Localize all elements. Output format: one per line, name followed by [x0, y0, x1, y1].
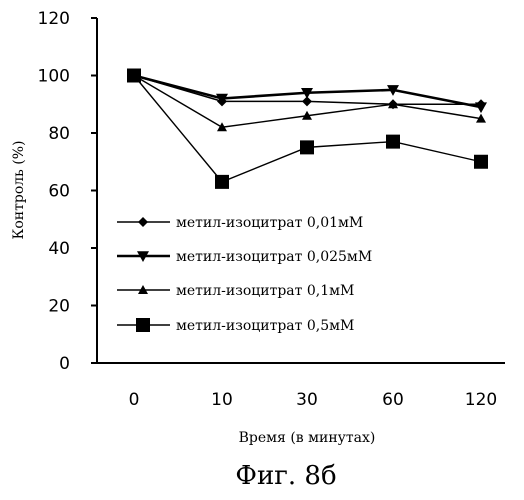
x-tick-label: 60	[382, 390, 404, 410]
x-tick-label: 10	[211, 390, 233, 410]
y-tick-label: 80	[48, 124, 70, 144]
data-point	[300, 140, 314, 154]
x-tick-label: 30	[296, 390, 318, 410]
y-tick-label: 100	[38, 67, 70, 87]
legend-label: метил-изоцитрат 0,1мМ	[176, 283, 354, 299]
x-tick-label: 0	[129, 390, 140, 410]
y-tick-label: 40	[48, 239, 70, 259]
legend-item: метил-изоцитрат 0,1мМ	[117, 283, 354, 299]
series-group	[127, 69, 488, 189]
legend-marker	[136, 318, 150, 332]
legend-label: метил-изоцитрат 0,025мМ	[176, 249, 372, 265]
tick-labels: 0 20 40 60 80 100 120 0 10 30 60 120	[38, 9, 498, 410]
y-tick-label: 60	[48, 182, 70, 202]
data-point	[474, 155, 488, 169]
data-point	[215, 175, 229, 189]
x-axis-label: Время (в минутах)	[239, 430, 376, 446]
legend-item: метил-изоцитрат 0,5мМ	[117, 318, 354, 334]
y-tick-label: 0	[59, 354, 70, 374]
data-point	[386, 135, 400, 149]
data-point	[127, 69, 141, 83]
axes	[91, 18, 505, 363]
series-2	[128, 71, 487, 113]
y-axis-label: Контроль (%)	[11, 141, 27, 240]
legend: метил-изоцитрат 0,01мМ метил-изоцитрат 0,…	[117, 215, 372, 334]
y-tick-label: 20	[48, 297, 70, 317]
data-point	[475, 102, 487, 113]
legend-item: метил-изоцитрат 0,01мМ	[117, 215, 363, 231]
y-tick-label: 120	[38, 9, 70, 29]
legend-marker	[138, 217, 148, 227]
figure-caption: Фиг. 8б	[235, 461, 336, 491]
legend-item: метил-изоцитрат 0,025мМ	[117, 249, 372, 265]
legend-label: метил-изоцитрат 0,01мМ	[176, 215, 363, 231]
legend-label: метил-изоцитрат 0,5мМ	[176, 318, 354, 334]
x-tick-label: 120	[465, 390, 497, 410]
